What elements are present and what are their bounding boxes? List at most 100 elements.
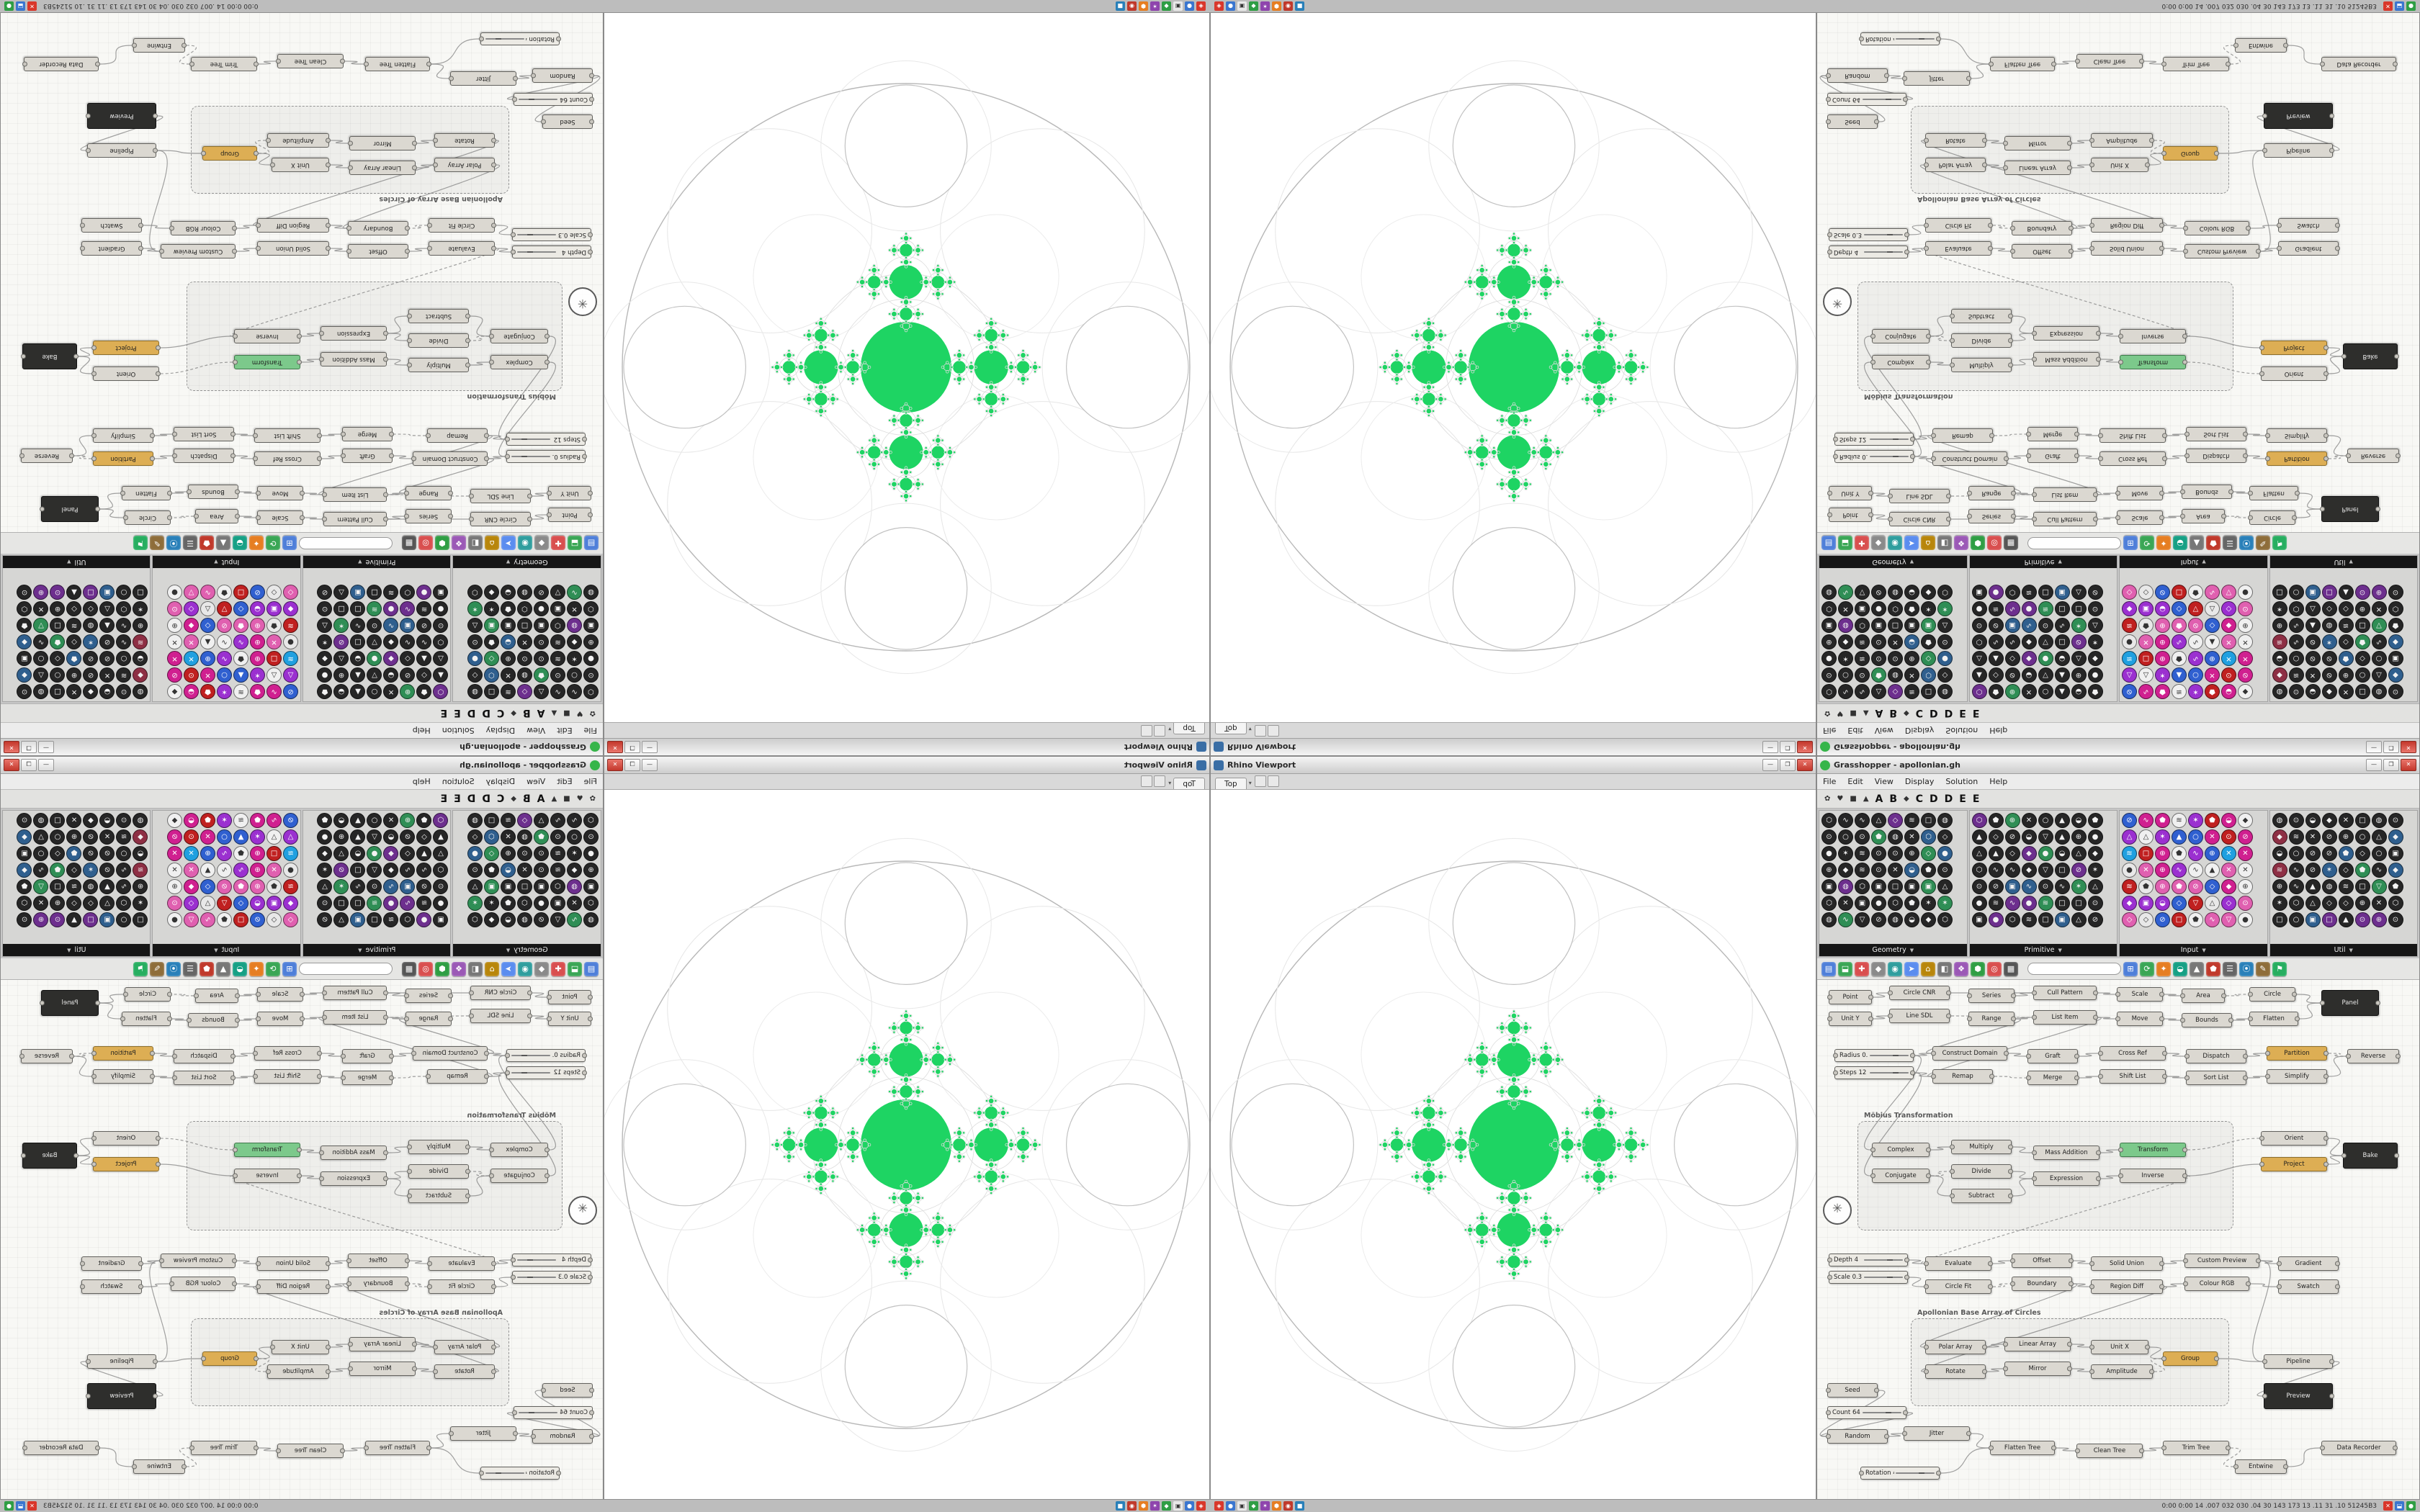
component-icon[interactable]: ⬟ — [416, 684, 432, 699]
gh-node[interactable]: Transform — [234, 1143, 300, 1157]
canvas-search-input[interactable] — [299, 537, 393, 549]
gh-node[interactable]: Random — [1827, 68, 1888, 83]
component-icon[interactable]: ◇ — [2205, 879, 2220, 894]
gh-node[interactable]: Scale — [257, 987, 303, 1002]
component-icon[interactable]: ○ — [2188, 667, 2203, 683]
component-icon[interactable]: □ — [2354, 879, 2370, 894]
component-icon[interactable]: ▣ — [583, 879, 599, 894]
taskbar-app-icon-3[interactable]: ◆ — [1249, 1501, 1258, 1511]
component-icon[interactable]: ≋ — [233, 813, 248, 828]
component-icon[interactable]: ⬡ — [583, 601, 599, 616]
toolbar-icon-16[interactable]: ▲ — [2190, 961, 2204, 976]
component-icon[interactable]: ⬟ — [66, 651, 82, 666]
component-icon[interactable]: ⊙ — [317, 896, 333, 911]
component-icon[interactable]: ▲ — [1971, 667, 1987, 683]
component-icon[interactable]: ◍ — [2272, 813, 2287, 828]
component-icon[interactable]: ⊕ — [33, 912, 49, 927]
component-icon[interactable]: ▲ — [2054, 813, 2070, 828]
component-icon[interactable]: ◆ — [383, 863, 399, 878]
component-icon[interactable]: ∿ — [2004, 863, 2020, 878]
gh-node[interactable]: Colour RGB — [171, 221, 236, 235]
component-icon[interactable]: ⊙ — [17, 912, 32, 927]
component-icon[interactable]: ⊕ — [583, 863, 599, 878]
component-icon[interactable]: ⬟ — [484, 863, 499, 878]
component-icon[interactable]: ▣ — [501, 879, 516, 894]
component-icon[interactable]: ◒ — [99, 684, 115, 699]
gh-node[interactable]: Circle CNR — [470, 986, 531, 1000]
component-icon[interactable]: ⬟ — [2138, 879, 2154, 894]
gh-node[interactable]: List Item — [2033, 487, 2097, 502]
component-icon[interactable]: ∿ — [2138, 684, 2154, 699]
gh-node[interactable]: Graft — [2027, 449, 2078, 463]
component-icon[interactable]: ⊘ — [2122, 684, 2137, 699]
gh-node[interactable]: Entwine — [133, 38, 185, 53]
component-icon[interactable]: ◇ — [266, 585, 282, 600]
viewport-titlebar[interactable]: Rhino Viewport — ❐ ✕ — [1211, 757, 1816, 774]
gh-node[interactable]: Evaluate — [1925, 1256, 1991, 1271]
gh-node[interactable]: Rotation 45.0 — [480, 32, 560, 45]
gh-node[interactable]: Divide — [408, 1164, 469, 1179]
gh-node[interactable]: Jitter — [1904, 1426, 1970, 1441]
gh-node[interactable]: Trim Tree — [191, 1441, 257, 1455]
gh-node[interactable]: Depth 4 — [512, 1254, 591, 1266]
component-icon[interactable]: ● — [2038, 651, 2053, 666]
component-icon[interactable]: ▣ — [550, 896, 565, 911]
viewport-tab-top[interactable]: Top — [1173, 723, 1205, 734]
component-icon[interactable]: ⬟ — [17, 618, 32, 633]
component-icon[interactable]: □ — [266, 651, 282, 666]
gh-node[interactable]: Scale 0.375 — [512, 228, 591, 241]
component-icon[interactable]: ✕ — [2338, 813, 2354, 828]
component-icon[interactable]: ⬡ — [1937, 585, 1953, 600]
component-icon[interactable]: ✕ — [1904, 667, 1919, 683]
component-icon[interactable]: ✕ — [2371, 601, 2387, 616]
slider-knob[interactable] — [1893, 438, 1899, 440]
component-icon[interactable]: ⊘ — [2305, 651, 2321, 666]
gh-node[interactable]: Swatch — [2278, 1279, 2339, 1294]
gh-node[interactable]: Region Diff — [257, 1279, 329, 1294]
gh-node[interactable]: Boundary — [2012, 1277, 2072, 1291]
taskbar-app-icon-0[interactable]: ◈ — [1196, 1501, 1206, 1511]
component-icon[interactable]: ⬟ — [1904, 896, 1919, 911]
toolbar-icon-19[interactable]: ⦿ — [2239, 961, 2254, 976]
component-icon[interactable]: ⊕ — [333, 667, 349, 683]
component-icon[interactable]: ◆ — [2238, 684, 2253, 699]
toolbar-icon-9[interactable]: ⬢ — [435, 536, 449, 551]
gh-node[interactable]: Scale 0.375 — [1829, 1271, 1908, 1284]
component-icon[interactable]: ◆ — [567, 634, 582, 649]
component-icon[interactable]: □ — [2054, 896, 2070, 911]
component-icon[interactable]: ● — [2038, 846, 2053, 861]
taskbar-tray-icon-2[interactable]: ● — [2406, 1, 2416, 11]
component-icon[interactable]: ✶ — [2155, 829, 2170, 845]
gh-node[interactable]: Project — [93, 341, 159, 355]
component-icon[interactable]: △ — [534, 684, 549, 699]
component-icon[interactable]: ✶ — [1937, 601, 1953, 616]
component-icon[interactable]: ⬟ — [1871, 667, 1886, 683]
toolbar-icon-18[interactable]: ☰ — [2223, 961, 2237, 976]
component-icon[interactable]: ∿ — [266, 684, 282, 699]
component-icon[interactable]: ⊙ — [167, 896, 182, 911]
gh-tab-icon[interactable]: ■ — [563, 709, 570, 717]
toolbar-icon-0[interactable]: ▤ — [584, 961, 599, 976]
component-icon[interactable]: ∿ — [2138, 813, 2154, 828]
gh-tab-icon[interactable]: ▲ — [551, 709, 557, 717]
component-icon[interactable]: ✕ — [66, 813, 82, 828]
component-icon[interactable]: ⊙ — [367, 618, 382, 633]
gh-node[interactable]: Amplitude — [2091, 133, 2153, 148]
component-icon[interactable]: ◇ — [184, 601, 199, 616]
component-icon[interactable]: ● — [1871, 601, 1886, 616]
gh-node[interactable]: Multiply — [408, 358, 469, 372]
component-icon[interactable]: ⬡ — [1855, 618, 1870, 633]
slider-track[interactable] — [1864, 1277, 1903, 1278]
taskbar-app-icon-5[interactable]: ⬢ — [1139, 1, 1148, 11]
gh-node[interactable]: Trim Tree — [191, 57, 257, 71]
component-icon[interactable]: ✕ — [2221, 863, 2236, 878]
component-icon[interactable]: ∿ — [2288, 863, 2304, 878]
component-icon[interactable]: ⊘ — [99, 846, 115, 861]
component-icon[interactable]: ◇ — [2138, 912, 2154, 927]
component-icon[interactable]: ⬡ — [1821, 813, 1837, 828]
component-icon[interactable]: ⊘ — [534, 912, 549, 927]
gh-tab[interactable]: E — [454, 793, 461, 805]
component-icon[interactable]: ◆ — [133, 667, 148, 683]
component-icon[interactable]: ▲ — [233, 829, 248, 845]
gh-node[interactable]: Graft — [2027, 1049, 2078, 1063]
